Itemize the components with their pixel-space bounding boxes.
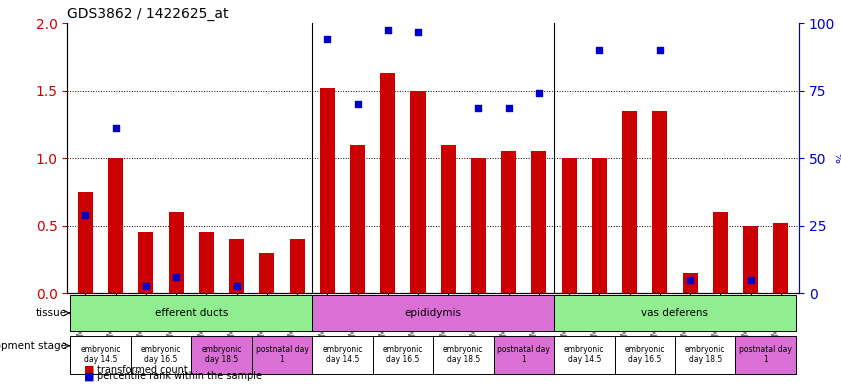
Bar [471,158,486,293]
Bar [743,226,758,293]
Point [351,101,364,107]
Bar [350,145,365,293]
Bar [501,151,516,293]
Bar [320,88,335,293]
FancyBboxPatch shape [251,336,312,374]
FancyBboxPatch shape [71,295,312,331]
FancyBboxPatch shape [494,336,554,374]
Text: ■: ■ [84,365,94,375]
Point [684,276,697,283]
Bar [410,91,426,293]
Text: embryonic
day 16.5: embryonic day 16.5 [625,345,665,364]
FancyBboxPatch shape [675,336,736,374]
FancyBboxPatch shape [130,336,191,374]
Text: postnatal day
1: postnatal day 1 [497,345,550,364]
Point [653,47,667,53]
Text: tissue: tissue [35,308,66,318]
Bar [441,145,456,293]
Point [472,105,485,111]
Text: embryonic
day 16.5: embryonic day 16.5 [140,345,182,364]
Bar [229,239,244,293]
Text: postnatal day
1: postnatal day 1 [256,345,309,364]
Text: efferent ducts: efferent ducts [155,308,228,318]
Text: embryonic
day 14.5: embryonic day 14.5 [564,345,605,364]
Point [230,283,243,290]
Point [320,36,334,42]
Point [532,90,546,96]
Text: embryonic
day 16.5: embryonic day 16.5 [383,345,423,364]
FancyBboxPatch shape [615,336,675,374]
Text: GDS3862 / 1422625_at: GDS3862 / 1422625_at [67,7,229,21]
Point [743,276,757,283]
FancyBboxPatch shape [191,336,251,374]
Text: embryonic
day 18.5: embryonic day 18.5 [443,345,484,364]
FancyBboxPatch shape [554,336,615,374]
Bar [532,151,547,293]
FancyBboxPatch shape [373,336,433,374]
Y-axis label: %: % [837,153,841,164]
Bar [562,158,577,293]
FancyBboxPatch shape [71,336,130,374]
FancyBboxPatch shape [312,336,373,374]
Text: development stage: development stage [0,341,66,351]
Point [169,274,182,280]
FancyBboxPatch shape [554,295,796,331]
Bar [168,212,183,293]
Text: embryonic
day 18.5: embryonic day 18.5 [685,345,726,364]
Point [139,283,152,290]
Text: epididymis: epididymis [405,308,462,318]
Point [593,47,606,53]
Text: transformed count: transformed count [97,365,188,375]
Text: embryonic
day 14.5: embryonic day 14.5 [80,345,121,364]
FancyBboxPatch shape [736,336,796,374]
Point [502,105,516,111]
Bar [653,111,668,293]
Text: percentile rank within the sample: percentile rank within the sample [97,371,262,381]
Point [411,30,425,36]
Bar [198,232,214,293]
Text: vas deferens: vas deferens [642,308,708,318]
Bar [592,158,607,293]
Bar [138,232,153,293]
Bar [259,253,274,293]
Point [79,212,93,218]
Bar [773,223,788,293]
FancyBboxPatch shape [433,336,494,374]
Bar [289,239,304,293]
Point [381,27,394,33]
Text: embryonic
day 18.5: embryonic day 18.5 [201,345,241,364]
Text: postnatal day
1: postnatal day 1 [739,345,792,364]
FancyBboxPatch shape [312,295,554,331]
Bar [622,111,637,293]
Bar [108,158,124,293]
Bar [78,192,93,293]
Text: ■: ■ [84,371,94,381]
Bar [713,212,728,293]
Point [109,125,123,131]
Text: embryonic
day 14.5: embryonic day 14.5 [322,345,362,364]
Bar [380,73,395,293]
Bar [683,273,698,293]
